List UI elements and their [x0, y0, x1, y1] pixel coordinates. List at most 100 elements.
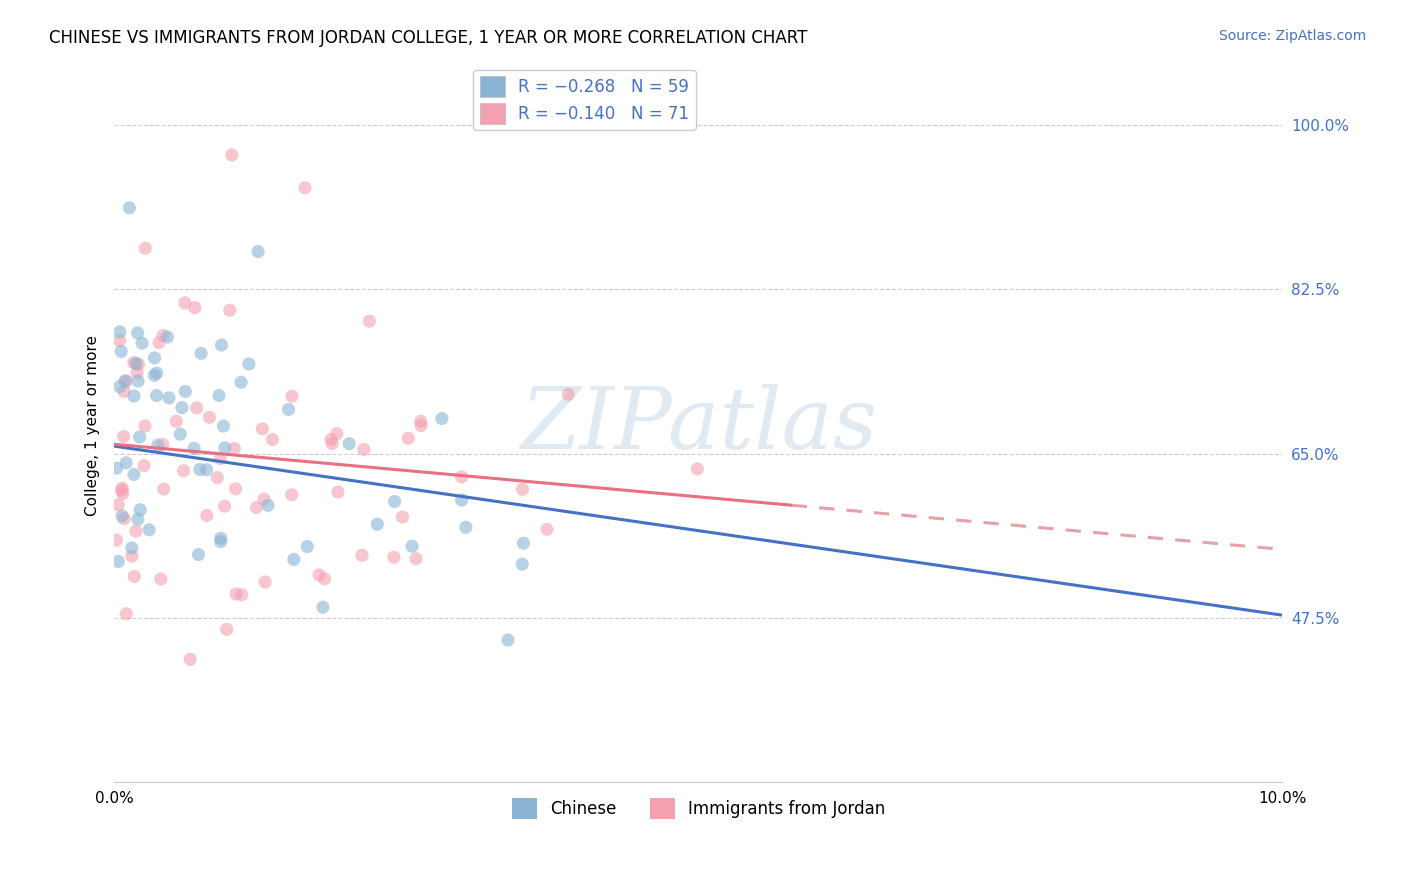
Point	[122, 356, 145, 370]
Point	[496, 633, 519, 648]
Point	[308, 568, 330, 582]
Point	[281, 389, 304, 403]
Point	[145, 388, 167, 402]
Point	[115, 456, 138, 470]
Point	[536, 522, 558, 536]
Point	[405, 551, 427, 566]
Point	[107, 554, 129, 568]
Point	[195, 508, 218, 523]
Point	[257, 499, 280, 513]
Point	[115, 374, 138, 388]
Point	[359, 314, 381, 328]
Point	[108, 334, 131, 348]
Point	[512, 483, 534, 497]
Point	[321, 436, 343, 450]
Point	[122, 467, 145, 482]
Point	[512, 536, 534, 550]
Point	[145, 366, 167, 380]
Point	[211, 338, 233, 352]
Point	[188, 462, 211, 476]
Point	[454, 520, 477, 534]
Point	[409, 418, 432, 433]
Point	[127, 357, 149, 371]
Point	[297, 540, 319, 554]
Point	[108, 379, 131, 393]
Point	[118, 201, 141, 215]
Point	[326, 484, 349, 499]
Point	[353, 442, 375, 457]
Point	[277, 402, 299, 417]
Point	[557, 387, 579, 401]
Point	[111, 486, 134, 500]
Point	[148, 335, 170, 350]
Point	[198, 410, 221, 425]
Point	[326, 426, 349, 441]
Point	[450, 493, 472, 508]
Point	[187, 548, 209, 562]
Point	[107, 498, 129, 512]
Point	[262, 433, 284, 447]
Point	[173, 464, 195, 478]
Point	[294, 181, 316, 195]
Point	[252, 422, 274, 436]
Point	[108, 325, 131, 339]
Point	[686, 462, 709, 476]
Point	[127, 374, 149, 388]
Point	[128, 430, 150, 444]
Point	[122, 389, 145, 403]
Point	[384, 494, 406, 508]
Point	[214, 441, 236, 455]
Point	[366, 517, 388, 532]
Point	[174, 384, 197, 399]
Point	[127, 366, 149, 380]
Point	[430, 411, 453, 425]
Point	[143, 351, 166, 365]
Point	[224, 442, 246, 456]
Point	[110, 344, 132, 359]
Point	[450, 470, 472, 484]
Point	[283, 552, 305, 566]
Point	[134, 241, 156, 255]
Point	[312, 600, 335, 615]
Point	[179, 652, 201, 666]
Point	[152, 437, 174, 451]
Point	[156, 330, 179, 344]
Point	[280, 488, 302, 502]
Point	[127, 326, 149, 340]
Point	[382, 550, 405, 565]
Point	[401, 539, 423, 553]
Point	[391, 510, 413, 524]
Point	[125, 356, 148, 370]
Point	[195, 463, 218, 477]
Point	[350, 549, 373, 563]
Point	[132, 458, 155, 473]
Point	[314, 572, 336, 586]
Point	[124, 569, 146, 583]
Point	[221, 148, 243, 162]
Point	[112, 511, 135, 525]
Point	[238, 357, 260, 371]
Point	[209, 534, 232, 549]
Point	[110, 483, 132, 498]
Point	[170, 401, 193, 415]
Point	[208, 388, 231, 402]
Point	[125, 524, 148, 538]
Point	[207, 470, 229, 484]
Point	[138, 523, 160, 537]
Point	[184, 301, 207, 315]
Point	[214, 499, 236, 513]
Text: ZIPatlas: ZIPatlas	[520, 384, 877, 467]
Point	[186, 401, 208, 415]
Point	[510, 557, 533, 571]
Point	[157, 391, 180, 405]
Point	[254, 574, 277, 589]
Point	[190, 346, 212, 360]
Point	[215, 623, 238, 637]
Point	[105, 461, 128, 475]
Point	[152, 482, 174, 496]
Point	[396, 431, 419, 445]
Point	[114, 374, 136, 388]
Point	[247, 244, 270, 259]
Point	[225, 482, 247, 496]
Text: Source: ZipAtlas.com: Source: ZipAtlas.com	[1219, 29, 1367, 43]
